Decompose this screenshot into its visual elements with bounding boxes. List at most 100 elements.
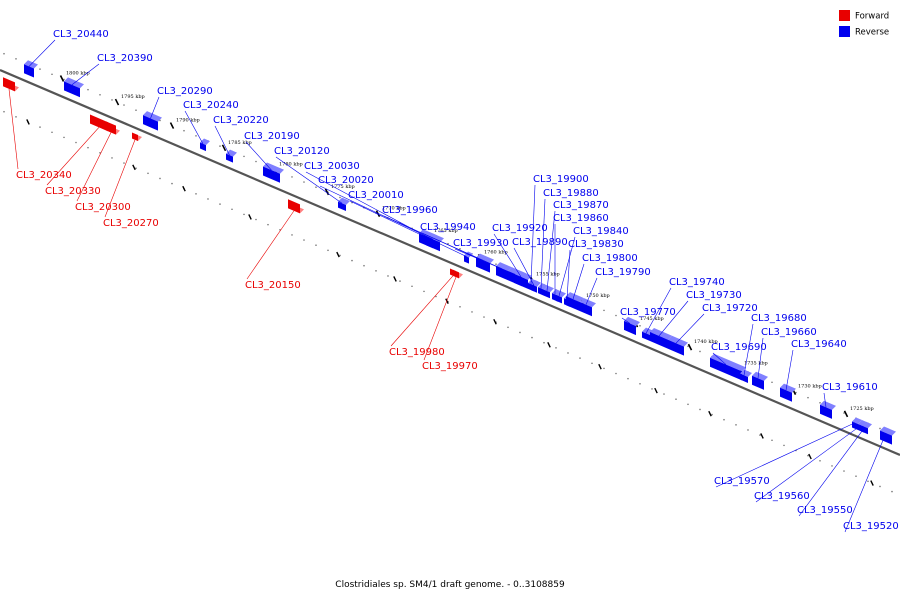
upper-dot — [243, 155, 245, 158]
lower-dot — [159, 177, 161, 180]
label-leader-line — [823, 392, 827, 408]
upper-dot — [447, 242, 449, 245]
upper-dot — [39, 68, 41, 70]
legend-forward-swatch — [839, 10, 850, 21]
scale-tick-label: 1765 kbp — [434, 228, 458, 234]
reverse-gene-feature — [556, 294, 562, 304]
label-leader-line — [572, 263, 585, 300]
reverse-gene-feature — [200, 142, 206, 152]
gene-labels: CL3_20440 CL3_20390 CL3_20290 CL3_20240 CL3_… — [16, 29, 899, 532]
lower-dot — [135, 167, 137, 169]
scale-tick-label: 1775 kbp — [331, 184, 355, 190]
forward-gene-feature — [453, 269, 459, 279]
label-leader-line — [546, 210, 556, 292]
label-leader-line — [214, 125, 230, 156]
forward-gene-feature — [288, 199, 300, 214]
reverse-gene-feature — [752, 375, 764, 390]
lower-dot — [519, 331, 521, 334]
upper-dot — [195, 135, 197, 137]
gene-feature-shade — [566, 292, 584, 303]
scale-tick — [59, 75, 65, 82]
lower-dot — [51, 131, 53, 134]
forward-gene-feature — [132, 132, 138, 142]
gene-label-text: CL3_20220 — [213, 115, 269, 126]
lower-dash — [708, 410, 712, 417]
gene-feature-shade — [780, 383, 796, 393]
lower-dot — [231, 208, 233, 211]
label-leader-line — [785, 349, 794, 391]
gene-label-text: CL3_20120 — [274, 146, 330, 157]
reverse-gene-feature — [464, 255, 469, 264]
lower-dot — [759, 434, 761, 436]
reverse-gene-feature — [580, 302, 592, 317]
gene-label-text: CL3_19880 — [543, 188, 599, 199]
gene-label-text: CL3_20330 — [45, 186, 101, 197]
upper-dot — [15, 58, 17, 60]
gene-feature-shade — [64, 77, 84, 89]
lower-dot — [351, 259, 353, 262]
scale-ticks: 1800 kbp 1795 kbp 1790 kbp 1785 kbp 1780 kbp… — [26, 71, 874, 486]
upper-dot — [291, 176, 293, 178]
gene-feature-shade — [556, 290, 566, 298]
backbone-line — [0, 68, 900, 457]
label-leader-line — [246, 210, 295, 280]
upper-dot — [687, 345, 689, 348]
scale-tick-label: 1740 kbp — [694, 339, 718, 345]
reverse-gene-feature — [780, 387, 792, 402]
gene-feature-shade — [740, 369, 752, 377]
upper-dot — [111, 99, 113, 101]
lower-dot — [699, 408, 701, 411]
upper-dot — [183, 129, 185, 132]
lower-dot — [819, 459, 821, 462]
gene-label-text: CL3_19660 — [761, 327, 817, 338]
lower-dot — [747, 429, 749, 431]
gene-feature-shade — [476, 253, 494, 264]
lower-dot — [315, 244, 317, 246]
reverse-gene-feature — [226, 153, 233, 163]
lower-dot — [543, 341, 545, 344]
gene-label-text: CL3_19870 — [553, 200, 609, 211]
reverse-gene-feature — [426, 236, 440, 252]
reverse-gene-feature — [143, 115, 158, 131]
lower-dot — [195, 193, 197, 195]
reverse-gene-feature — [338, 201, 346, 212]
label-leader-line — [8, 88, 19, 170]
upper-dot — [219, 145, 221, 147]
gene-label-text: CL3_19730 — [686, 290, 742, 301]
label-leader-line — [184, 110, 204, 144]
lower-dot — [591, 362, 593, 365]
reverse-gene-feature — [668, 339, 684, 356]
label-leader-line — [675, 313, 705, 344]
gene-label-text: CL3_19890 — [512, 237, 568, 248]
lower-dot — [63, 136, 65, 139]
gene-label-text: CL3_19520 — [843, 521, 899, 532]
gene-label-text: CL3_20010 — [348, 190, 404, 201]
gene-label-text: CL3_20030 — [304, 161, 360, 172]
reverse-gene-feature — [64, 81, 80, 98]
gene-label-text: CL3_19860 — [553, 213, 609, 224]
label-leader-line — [715, 422, 856, 488]
lower-dot — [783, 444, 785, 447]
figure-caption: Clostridiales sp. SM4/1 draft genome. - … — [335, 580, 565, 590]
scale-tick — [114, 98, 120, 106]
label-leader-line — [743, 323, 754, 376]
reverse-gene-feature — [496, 266, 508, 281]
lower-dot — [687, 403, 689, 406]
lower-dot — [579, 357, 581, 359]
reverse-gene-feature — [476, 257, 490, 273]
gene-label-text: CL3_19940 — [420, 222, 476, 233]
lower-dot — [771, 439, 773, 442]
gene-feature-shade — [226, 149, 237, 157]
lower-dot — [171, 182, 173, 185]
label-leader-line — [150, 96, 160, 119]
reverse-gene-feature — [514, 273, 528, 289]
lower-dot — [75, 141, 77, 144]
legend-reverse-label: Reverse — [855, 28, 889, 38]
gene-label-text: CL3_19570 — [714, 476, 770, 487]
lower-dot — [663, 393, 665, 395]
gene-feature-shade — [820, 400, 836, 410]
gene-label-text: CL3_19610 — [822, 382, 878, 393]
upper-dot — [639, 324, 641, 327]
scale-tick-label: 1760 kbp — [484, 249, 508, 255]
gene-feature-shade — [496, 262, 512, 272]
